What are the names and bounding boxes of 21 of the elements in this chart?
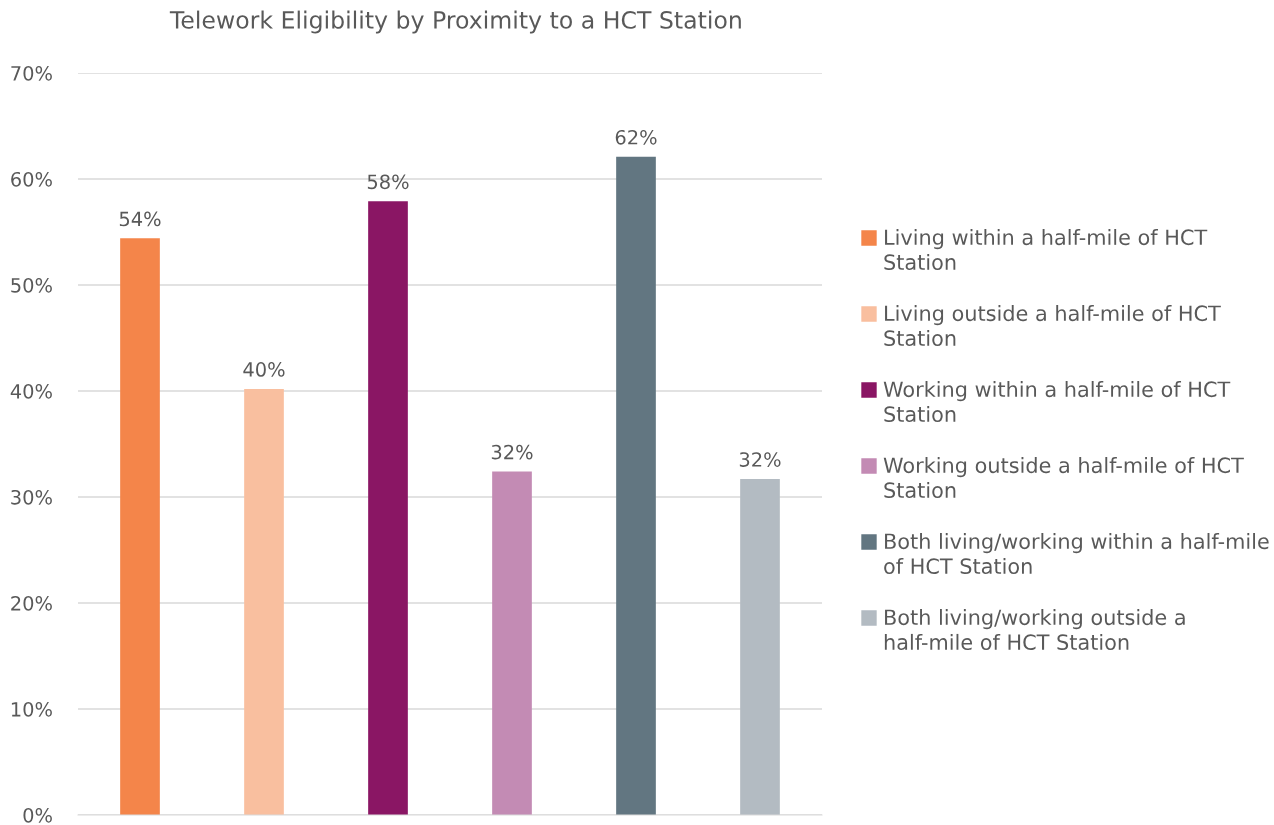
y-tick-label: 50% [11, 277, 52, 293]
legend-label: Working outside a half-mile of HCT Station [883, 457, 1244, 499]
y-tick-label: 0% [23, 807, 52, 823]
y-tick-label: 40% [10, 383, 52, 399]
data-label: 32% [491, 444, 533, 460]
legend-label: Both living/working within a half-mile of HCT Station [884, 533, 1269, 575]
legend-label: Both living/working outside a half-mile of HCT Station [884, 609, 1185, 651]
y-tick-label: 10% [11, 701, 52, 717]
legend-label: Working within a half-mile of HCT Station [883, 381, 1231, 423]
data-label: 62% [615, 129, 657, 145]
data-label: 58% [367, 174, 409, 190]
data-label: 32% [739, 452, 781, 467]
y-tick-label: 30% [11, 489, 52, 505]
y-tick-label: 20% [11, 595, 52, 611]
legend-label: Living outside a half-mile of HCT Station [884, 305, 1221, 347]
y-tick-label: 70% [11, 65, 52, 81]
legend-label: Living within a half-mile of HCT Station [884, 229, 1208, 271]
data-label: 40% [243, 362, 285, 377]
y-tick-label: 60% [11, 171, 52, 187]
chart-title: Telework Eligibility by Proximity to a HCT Station [169, 10, 741, 34]
data-label: 54% [119, 211, 161, 227]
